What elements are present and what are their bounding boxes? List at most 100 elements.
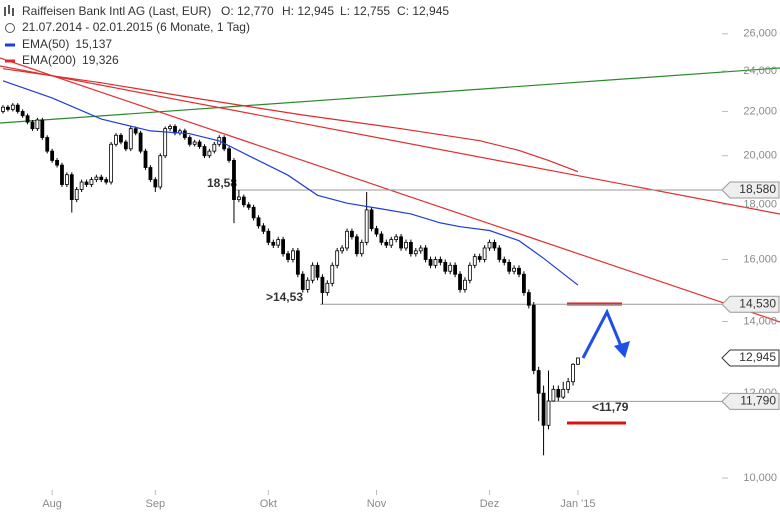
candle-body: [197, 141, 202, 147]
legend-value: 19,326: [82, 53, 119, 67]
candle-body: [94, 176, 99, 180]
candle-body: [526, 292, 531, 306]
candle-body: [138, 132, 143, 152]
legend-label: EMA(50): [22, 37, 69, 51]
price-tag-label: 12,945: [739, 350, 776, 364]
candle-body: [246, 204, 251, 208]
candle-body: [232, 160, 236, 200]
x-tick-label: Aug: [42, 498, 62, 510]
candle-body: [556, 388, 561, 398]
candle-body: [241, 196, 246, 206]
candle-body: [251, 206, 256, 219]
ohlc-open: O: 12,770: [221, 4, 274, 18]
y-tick-label: 26,000: [743, 28, 777, 40]
candle-body: [541, 392, 546, 426]
candle-body: [310, 264, 315, 281]
candle-body: [571, 363, 575, 383]
candle-body: [536, 370, 541, 394]
candle-body: [423, 247, 428, 260]
plot: 10,00012,00014,00016,00018,00020,00022,0…: [1, 28, 777, 510]
candle-body: [408, 241, 413, 255]
y-tick-label: 24,000: [743, 65, 777, 77]
y-tick-label: 18,000: [743, 199, 777, 211]
level-label: 18,58: [207, 176, 237, 190]
candle-body: [79, 181, 84, 190]
y-tick-label: 22,000: [743, 105, 777, 117]
candle-body: [345, 230, 349, 249]
candle-body: [340, 247, 344, 252]
candle-body: [305, 279, 310, 290]
candle-body: [163, 128, 168, 157]
candle-body: [286, 253, 290, 260]
y-tick-label: 16,000: [743, 253, 777, 265]
candle-body: [404, 241, 408, 249]
candle-body: [453, 264, 458, 275]
candle-body: [20, 111, 25, 117]
candle-body: [50, 150, 55, 161]
candle-body: [507, 261, 512, 272]
candle-body: [109, 143, 114, 183]
candle-body: [30, 121, 35, 130]
candle-body: [315, 264, 320, 278]
candle-body: [266, 230, 271, 243]
candle-body: [15, 104, 20, 112]
title: Raiffeisen Bank Intl AG (Last, EUR): [22, 4, 211, 18]
ema-line: [2, 68, 579, 173]
candle-body: [148, 167, 153, 180]
candle-body: [256, 217, 261, 227]
candle-body: [276, 239, 281, 246]
price-tag: [721, 295, 780, 313]
candle-body: [187, 137, 192, 145]
candle-body: [463, 279, 467, 290]
candle-body: [576, 357, 580, 365]
candle-body: [40, 119, 45, 138]
candle-body: [497, 247, 502, 260]
candle-body: [192, 141, 197, 145]
arrow-head: [614, 341, 630, 358]
price-tag: [721, 181, 780, 199]
y-tick-label: 10,000: [743, 472, 777, 484]
candle-body: [438, 259, 443, 263]
candle-body: [236, 196, 241, 200]
price-tag-label: 18,580: [739, 182, 776, 196]
level-label: <11,79: [592, 400, 629, 414]
x-tick-label: Nov: [367, 498, 387, 510]
candle-body: [45, 137, 50, 152]
candle-body: [482, 247, 487, 260]
candle-body: [350, 230, 354, 238]
icon: [12, 8, 14, 16]
y-tick-label: 14,000: [743, 315, 777, 327]
candle-body: [104, 179, 109, 183]
candle-body: [551, 388, 556, 402]
candle-body: [364, 209, 369, 243]
candle-body: [522, 273, 526, 293]
x-tick-label: Okt: [260, 498, 277, 510]
level-label: >14,53: [266, 290, 303, 304]
candle-body: [320, 276, 325, 293]
candle-body: [546, 400, 551, 426]
icon: [4, 7, 6, 16]
ohlc-high: H: 12,945: [282, 4, 334, 18]
candle-body: [89, 179, 94, 185]
candle-body: [10, 104, 15, 110]
candle-body: [64, 174, 69, 185]
candle-body: [359, 241, 364, 255]
candle-body: [477, 256, 482, 260]
ema-line: [2, 80, 579, 286]
price-tag-label: 11,790: [740, 394, 776, 408]
candle-body: [153, 179, 158, 188]
candle-body: [531, 304, 536, 371]
candle-body: [99, 176, 104, 180]
candle-body: [561, 388, 566, 398]
candle-body: [389, 239, 394, 246]
clock-icon: [5, 23, 15, 33]
candle-body: [114, 134, 118, 145]
candle-body: [335, 250, 340, 266]
candle-body: [261, 225, 266, 232]
trendline: [0, 65, 780, 215]
candle-body: [271, 241, 276, 246]
ohlc-low: L: 12,755: [340, 4, 390, 18]
candle-body: [502, 259, 507, 263]
price-tag: [721, 392, 780, 410]
